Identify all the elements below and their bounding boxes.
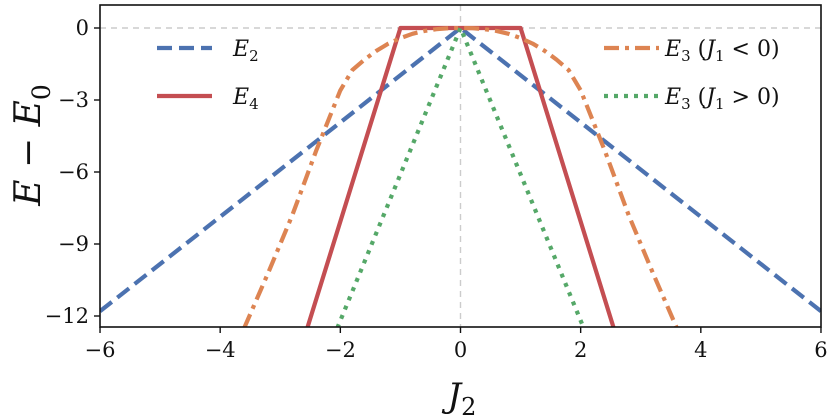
y-tick-label: −12 xyxy=(45,304,89,328)
series-layer xyxy=(100,25,821,327)
x-axis-label: J2 xyxy=(442,376,477,415)
x-tick-label: 6 xyxy=(814,338,827,362)
legend: E2 E4 E3 (J1 < 0) E3 (J1 > 0) xyxy=(157,37,780,113)
y-axis-label: E − E0 xyxy=(8,84,56,207)
y-tick-label: 0 xyxy=(76,16,89,40)
series-line-1 xyxy=(100,25,821,313)
y-tick-label: −3 xyxy=(58,88,89,112)
legend-label-3: E3 (J1 < 0) xyxy=(664,37,780,65)
y-tick-label: −9 xyxy=(58,232,89,256)
x-tick-label: −4 xyxy=(205,338,236,362)
series-line-3 xyxy=(242,25,679,327)
series-line-4 xyxy=(335,25,586,327)
reference-lines xyxy=(100,5,821,327)
legend-label-4: E3 (J1 > 0) xyxy=(664,85,780,113)
series-line-2 xyxy=(305,25,616,327)
y-tick-label: −6 xyxy=(58,160,89,184)
legend-label-1: E2 xyxy=(232,37,259,65)
axis-ticks: −6 −4 −2 0 2 4 6 0 −3 −6 −9 −12 xyxy=(45,16,828,362)
legend-label-2: E4 xyxy=(232,85,259,113)
x-tick-label: 0 xyxy=(454,338,467,362)
x-tick-label: −2 xyxy=(325,338,356,362)
x-tick-label: 4 xyxy=(694,338,707,362)
x-tick-label: 2 xyxy=(574,338,587,362)
x-tick-label: −6 xyxy=(85,338,116,362)
